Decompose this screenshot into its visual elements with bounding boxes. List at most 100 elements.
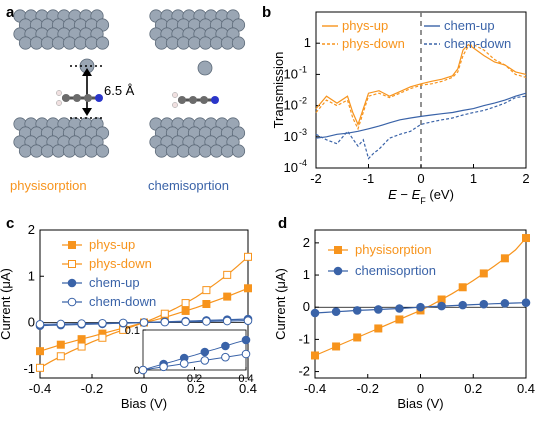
data-point-physisorption: [500, 254, 509, 263]
panel-d-current-chart: -0.4 -0.2 0 0.2 0.4 -2 -1 0 1 2 Current (μA) Bias (…: [273, 229, 535, 411]
bottom-left-slab-atom: [73, 144, 88, 158]
inset-data-point-chem-down: [241, 349, 251, 359]
data-point-physisorption: [395, 315, 404, 324]
data-point-chem-down: [98, 318, 107, 328]
legend-label-chemisoprtion: chemisoprtion: [355, 263, 436, 278]
distance-arrow-head-down: [82, 108, 92, 116]
left-molecule-h-atom: [56, 90, 62, 96]
data-point-phys-up: [36, 347, 44, 356]
inset-data-point-chem-up: [221, 341, 230, 351]
data-point-chemisoprtion: [310, 308, 320, 318]
x-axis-label: E − EF (eV): [388, 187, 454, 206]
x-tick-label: 0.2: [187, 381, 205, 396]
x-tick-label: 0.4: [239, 381, 257, 396]
y-tick-exponent: -1: [299, 64, 307, 74]
x-tick-label: 0.2: [464, 381, 482, 396]
bottom-right-slab-atom: [154, 144, 169, 158]
bottom-right-slab-atom: [165, 144, 180, 158]
inset-data-point-chem-up: [200, 347, 210, 357]
right-molecule-c-atom: [178, 96, 186, 104]
x-tick-label: 1: [470, 171, 477, 186]
data-point-chemisoprtion: [500, 299, 510, 308]
data-point-chemisoprtion: [395, 304, 404, 313]
top-right-slab-atom: [154, 36, 169, 50]
data-point-chemisoprtion: [437, 301, 446, 311]
legend-label-chem-down: chem-down: [444, 36, 511, 51]
y-tick-label: 0: [28, 315, 35, 330]
right-molecule-h-atom: [172, 92, 178, 98]
distance-label: 6.5 Å: [104, 83, 135, 98]
panel-label-a: a: [6, 4, 15, 21]
x-axis-label: Bias (V): [121, 396, 167, 411]
bottom-right-slab-atom: [209, 144, 224, 158]
data-point-phys-up: [223, 292, 232, 301]
top-right-slab-atom: [231, 36, 246, 50]
y-tick-label: 10: [284, 66, 298, 81]
bottom-left-slab-atom: [95, 144, 110, 158]
legend-label-phys-down: phys-down: [342, 36, 405, 51]
y-tick-label: -1: [23, 361, 35, 376]
x-axis-label-part: (eV): [426, 187, 454, 202]
x-axis-label-part: −: [397, 187, 412, 202]
data-point-physisorption: [479, 269, 488, 278]
inset-data-point-chem-down: [200, 356, 210, 365]
y-tick-label: 10: [284, 160, 298, 175]
y-tick-exponent: -2: [299, 96, 307, 106]
left-molecule-h-atom: [56, 100, 62, 106]
data-point-chem-down: [243, 316, 253, 325]
top-left-slab-atom: [95, 36, 110, 50]
top-right-slab-atom: [220, 36, 235, 50]
x-tick-label: -0.4: [29, 381, 51, 396]
top-left-slab-atom: [84, 36, 99, 50]
data-point-physisorption: [332, 342, 341, 351]
data-point-physisorption: [522, 234, 530, 243]
data-point-physisorption: [311, 351, 319, 360]
panel-label-d: d: [278, 215, 287, 232]
y-axis-label: Transmission: [271, 52, 286, 129]
x-tick-label: 0: [417, 171, 424, 186]
panel-label-b: b: [262, 4, 271, 21]
legend-label-phys-up: phys-up: [89, 237, 135, 252]
y-axis-label: Current (μA): [273, 268, 288, 340]
data-point-phys-down: [181, 299, 190, 308]
inset-y-tick-label: 0.1: [125, 325, 140, 337]
legend-marker-phys-down: [68, 260, 76, 268]
inset-data-point-chem-up: [241, 335, 251, 345]
x-tick-label: -0.2: [357, 381, 379, 396]
left-molecule-c-atom: [84, 94, 92, 102]
inset-data-point-chem-down: [138, 365, 148, 375]
bottom-left-slab-atom: [40, 144, 55, 158]
data-point-phys-down: [223, 270, 232, 279]
inset-y-tick-label: 0: [134, 365, 140, 377]
y-tick-label: 10: [284, 129, 298, 144]
inset-data-point-chem-down: [179, 359, 189, 368]
data-point-chem-down: [222, 316, 232, 326]
data-point-phys-up: [181, 306, 190, 315]
bottom-right-slab-atom: [220, 144, 235, 158]
data-point-physisorption: [374, 324, 383, 333]
x-tick-label: -0.2: [81, 381, 103, 396]
y-tick-label: 1: [303, 267, 310, 282]
top-right-slab-atom: [187, 36, 202, 50]
panel-a-structures: [13, 9, 246, 158]
data-point-phys-up: [202, 300, 211, 308]
legend-label-phys-up: phys-up: [342, 18, 388, 33]
y-tick-label: 2: [303, 235, 310, 250]
top-right-slab-atom: [198, 36, 213, 50]
bottom-right-slab-atom: [231, 144, 246, 158]
right-molecule-c-atom: [189, 96, 197, 104]
panel-c-current-chart: -0.4 -0.2 0 0.2 0.4 -1 0 1 2 Current (μA) Bias (V)…: [0, 222, 257, 411]
bottom-left-slab-atom: [84, 144, 99, 158]
y-tick-label: 1: [28, 268, 35, 283]
left-molecule-n-atom: [95, 94, 103, 102]
chemisorption-caption: chemisoprtion: [148, 178, 229, 193]
bottom-left-slab-atom: [62, 144, 77, 158]
right-molecule-h-atom: [172, 102, 178, 108]
x-axis-label: Bias (V): [397, 396, 443, 411]
data-point-chem-down: [77, 319, 86, 328]
series-line-phys-down: [315, 43, 527, 131]
data-point-phys-up: [77, 335, 86, 344]
right-molecule-c-atom: [200, 96, 208, 104]
